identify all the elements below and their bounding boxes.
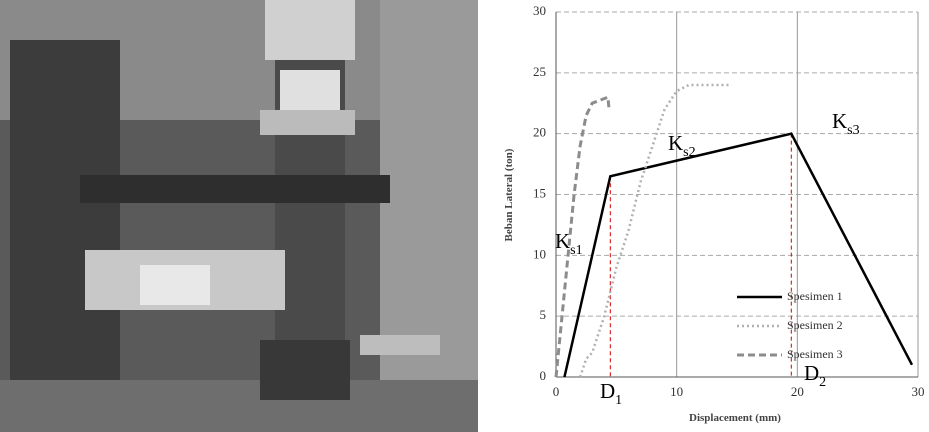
y-tick-label: 20	[533, 125, 546, 140]
x-axis-label: Displacement (mm)	[689, 412, 781, 424]
chart: 0 5 10 15 20 25 30 0 10 20 30 Spesimen 1 Spesimen 2 S…	[533, 3, 925, 408]
x-tick-label: 0	[553, 384, 560, 399]
annotation-sub: s3	[847, 123, 859, 138]
annotation-sub: s1	[570, 243, 582, 258]
annotation-sub: 2	[819, 375, 826, 390]
annotation-main: D	[600, 379, 615, 403]
annotation: Ks2	[668, 131, 696, 160]
series-line	[580, 85, 731, 377]
annotation-main: D	[804, 361, 819, 385]
annotation-sub: s2	[683, 145, 695, 160]
y-axis-label: Beban Lateral (ton)	[503, 148, 515, 241]
y-tick-label: 0	[540, 368, 547, 383]
y-tick-label: 10	[533, 246, 546, 261]
legend-label: Spesimen 2	[787, 318, 843, 332]
annotation-main: K	[555, 229, 570, 253]
annotation: D1	[600, 379, 622, 408]
y-tick-label: 15	[533, 185, 546, 200]
annotation-sub: 1	[615, 393, 622, 408]
figure: 0 5 10 15 20 25 30 0 10 20 30 Spesimen 1 Spesimen 2 S…	[0, 0, 929, 432]
legend-label: Spesimen 1	[787, 289, 843, 303]
photo	[0, 0, 478, 432]
y-tick-label: 30	[533, 3, 546, 18]
x-tick-label: 30	[912, 384, 925, 399]
x-tick-label: 20	[791, 384, 804, 399]
x-tick-label: 10	[670, 384, 683, 399]
y-tick-label: 25	[533, 64, 546, 79]
annotation: D2	[804, 361, 826, 390]
legend-label: Spesimen 3	[787, 347, 843, 361]
y-tick-label: 5	[540, 307, 547, 322]
annotation-main: K	[832, 109, 847, 133]
annotation-main: K	[668, 131, 683, 155]
